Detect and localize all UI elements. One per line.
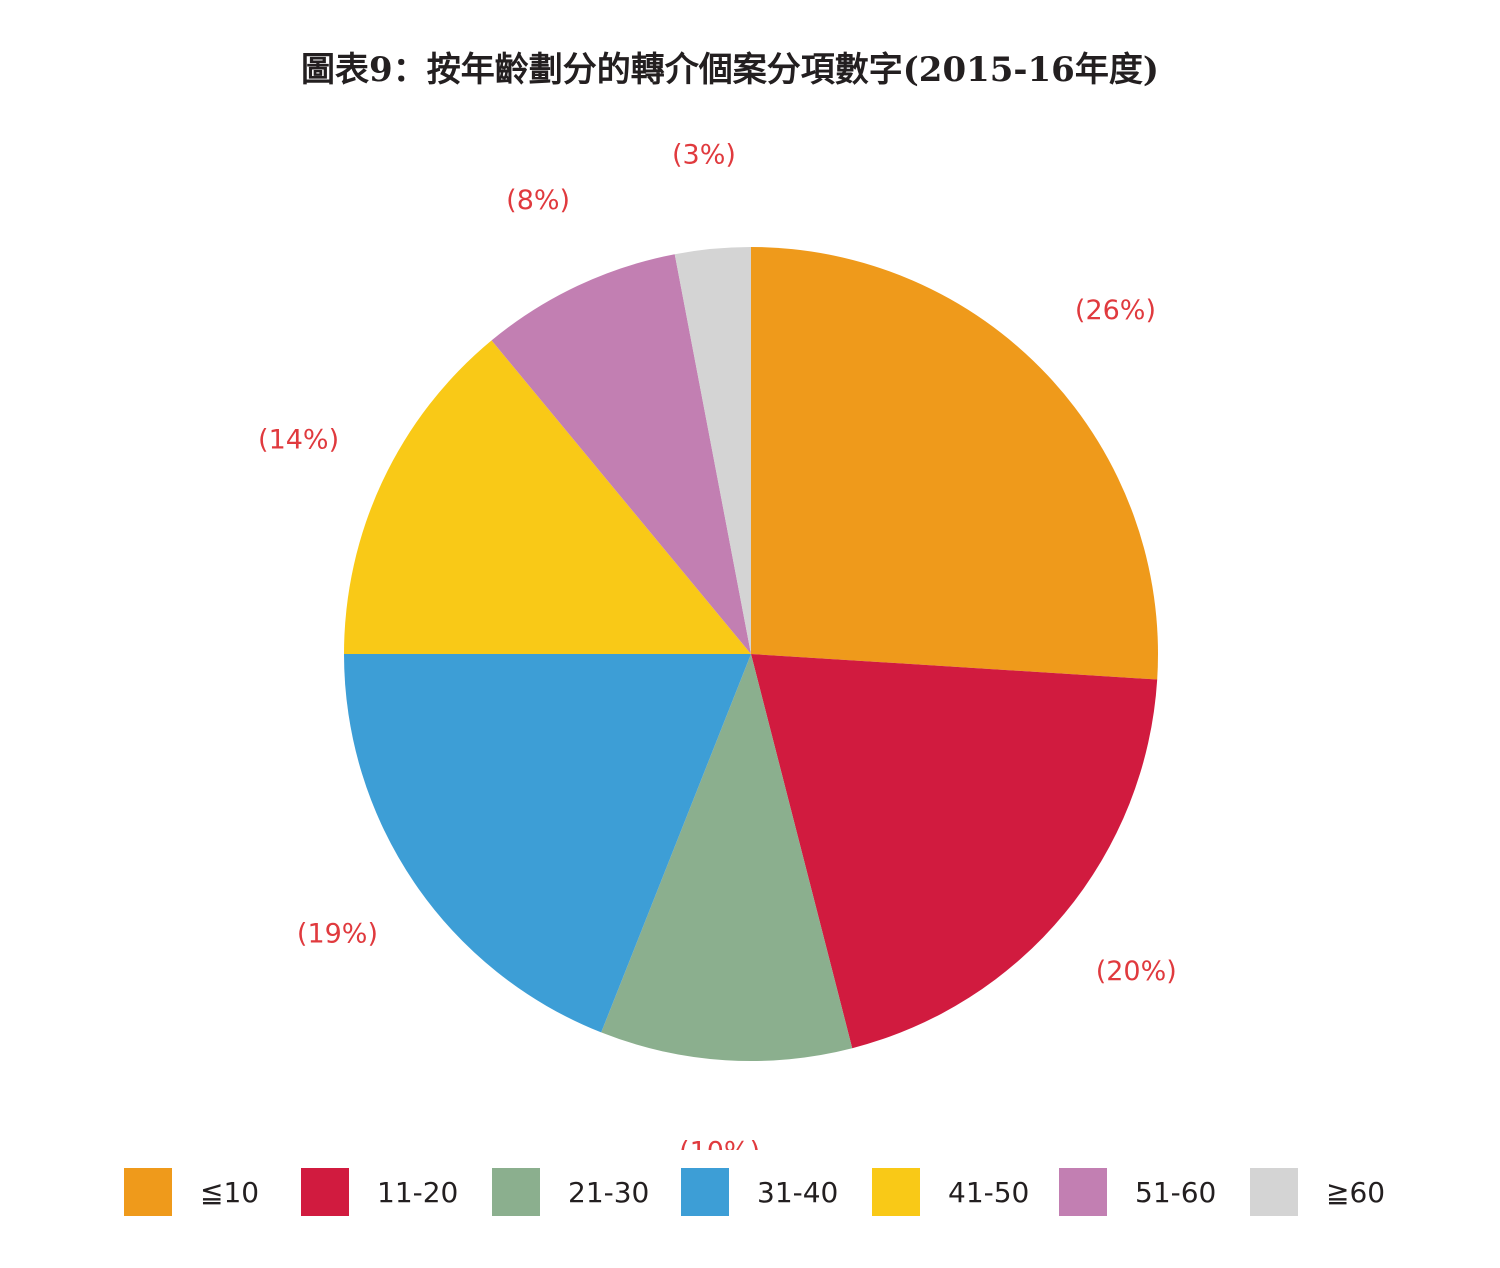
legend-item-1: ≦10 <box>124 1168 259 1216</box>
legend-label: ≦10 <box>200 1175 260 1209</box>
pie-slice-1 <box>751 247 1159 680</box>
pie-labels: (26%) (20%) (10%) (19%) (14%) (8%) (3%) <box>258 140 1177 1150</box>
legend-swatch <box>681 1168 729 1216</box>
legend-swatch <box>1059 1168 1107 1216</box>
legend-item-3: 21-30 <box>492 1168 649 1216</box>
chart-title: 圖表9：按年齡劃分的轉介個案分項數字(2015-16年度) <box>301 50 1159 90</box>
legend-swatch <box>1250 1168 1298 1216</box>
slice-label-4: (19%) <box>297 919 378 950</box>
pie-slice-7 <box>674 247 751 654</box>
legend-item-6: 51-60 <box>1059 1168 1216 1216</box>
slice-label-3: (10%) <box>679 1137 760 1150</box>
legend-swatch <box>124 1168 172 1216</box>
pie-slice-6 <box>491 254 751 654</box>
legend-item-5: 41-50 <box>872 1168 1029 1216</box>
legend-label: 31-40 <box>757 1175 839 1209</box>
legend-swatch <box>872 1168 920 1216</box>
legend-swatch <box>301 1168 349 1216</box>
legend-swatch <box>492 1168 540 1216</box>
slice-label-1: (26%) <box>1075 295 1156 326</box>
pie-slices <box>344 247 1159 1061</box>
legend-label: 51-60 <box>1135 1175 1217 1209</box>
legend-item-7: ≧60 <box>1250 1168 1385 1216</box>
legend-label: ≧60 <box>1326 1175 1386 1209</box>
slice-label-6: (8%) <box>506 185 570 216</box>
legend-item-4: 31-40 <box>681 1168 838 1216</box>
slice-label-7: (3%) <box>672 140 736 171</box>
pie-slice-4 <box>344 654 751 1033</box>
legend-item-2: 11-20 <box>301 1168 458 1216</box>
pie-slice-5 <box>344 340 751 654</box>
pie-slice-3 <box>601 654 853 1061</box>
legend-label: 21-30 <box>568 1175 650 1209</box>
legend-label: 11-20 <box>377 1175 459 1209</box>
legend-label: 41-50 <box>948 1175 1030 1209</box>
legend: ≦10 11-20 21-30 31-40 41-50 51-60 ≧60 <box>0 1168 1500 1220</box>
slice-label-5: (14%) <box>258 425 339 456</box>
pie-slice-2 <box>751 654 1158 1049</box>
slice-label-2: (20%) <box>1096 956 1177 987</box>
pie-chart: (26%) (20%) (10%) (19%) (14%) (8%) (3%) <box>258 140 1177 1150</box>
